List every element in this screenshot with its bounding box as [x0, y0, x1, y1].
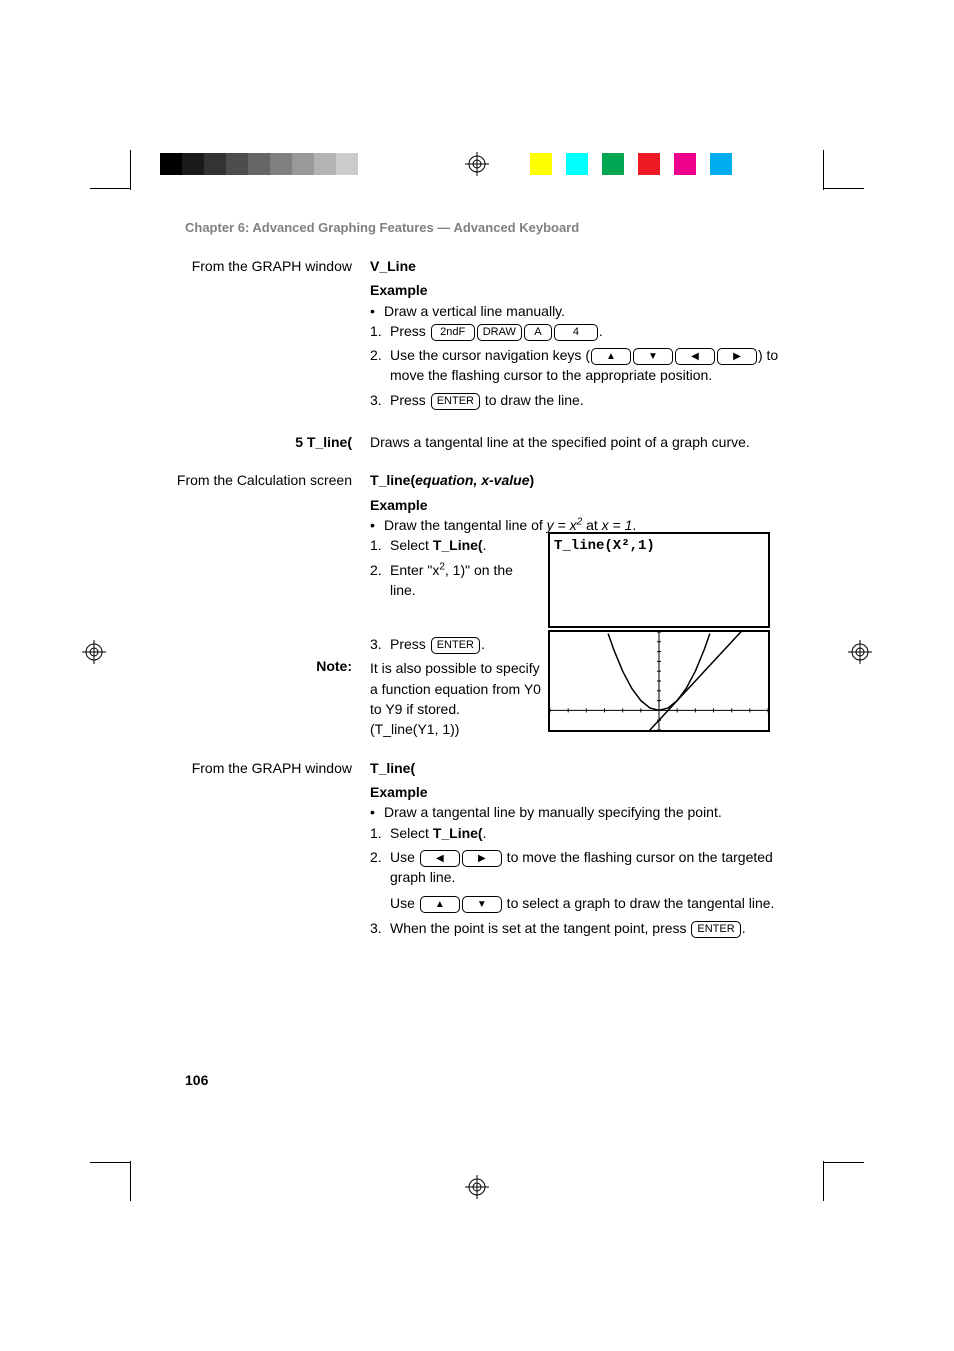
registration-mark-bottom [465, 1175, 489, 1199]
section-heading: T_line(equation, x-value) [370, 470, 780, 490]
registration-mark-left [82, 640, 106, 664]
example-label: Example [370, 495, 780, 515]
crop-mark [130, 1161, 131, 1201]
crop-mark [823, 150, 824, 190]
step-number: 3. [370, 390, 390, 410]
swatch [248, 153, 270, 175]
swatch [710, 153, 732, 175]
margin-label: Note: [170, 634, 370, 739]
key-up: ▲ [591, 348, 631, 365]
step-number: 1. [370, 823, 390, 843]
key-draw: DRAW [477, 324, 522, 341]
bullet: • [370, 802, 384, 822]
key-up: ▲ [420, 896, 460, 913]
swatch [182, 153, 204, 175]
key-enter: ENTER [691, 921, 740, 938]
margin-label: 5 T_line( [170, 432, 370, 452]
step-number: 1. [370, 321, 390, 341]
swatch [226, 153, 248, 175]
step-text: Select T_Line(. [390, 823, 486, 843]
swatch [566, 153, 588, 175]
key-left: ◀ [675, 348, 715, 365]
swatch [358, 153, 380, 175]
key-right: ▶ [717, 348, 757, 365]
note-text: It is also possible to specify a functio… [370, 658, 545, 719]
key-a: A [524, 324, 552, 341]
section-heading: V_Line [370, 256, 780, 276]
margin-label: From the Calculation screen [170, 470, 370, 604]
step-text: Use ◀▶ to move the flashing cursor on th… [390, 847, 780, 914]
step-number: 2. [370, 560, 390, 601]
step-number: 2. [370, 847, 390, 914]
crop-mark [90, 188, 130, 189]
swatch [638, 153, 660, 175]
crop-mark [823, 1161, 824, 1201]
step-text: Press 2ndFDRAWA4. [390, 321, 603, 341]
color-bar [530, 153, 746, 175]
swatch [314, 153, 336, 175]
swatch [160, 153, 182, 175]
step-text: When the point is set at the tangent poi… [390, 918, 746, 938]
swatch [204, 153, 226, 175]
bullet-text: Draw a vertical line manually. [384, 301, 565, 321]
example-label: Example [370, 782, 780, 802]
crop-mark [130, 150, 131, 190]
registration-mark-right [848, 640, 872, 664]
key-2ndf: 2ndF [431, 324, 475, 341]
bullet: • [370, 515, 384, 535]
key-down: ▼ [633, 348, 673, 365]
crop-mark [824, 188, 864, 189]
section-text: Draws a tangental line at the specified … [370, 432, 780, 452]
key-4: 4 [554, 324, 598, 341]
page-content: From the GRAPH window V_Line Example • D… [170, 256, 780, 946]
registration-mark-top [465, 152, 489, 176]
step-text: Use the cursor navigation keys (▲▼◀▶) to… [390, 345, 780, 386]
example-label: Example [370, 280, 780, 300]
step-number: 1. [370, 535, 390, 555]
key-enter: ENTER [431, 393, 480, 410]
step-number: 3. [370, 918, 390, 938]
step-text: Select T_Line(. [390, 535, 486, 555]
grayscale-bar [160, 153, 380, 175]
swatch [674, 153, 696, 175]
swatch [530, 153, 552, 175]
swatch [336, 153, 358, 175]
note-code: (T_line(Y1, 1)) [370, 719, 545, 739]
bullet-text: Draw a tangental line by manually specif… [384, 802, 722, 822]
swatch [602, 153, 624, 175]
step-text: Press ENTER. [390, 634, 485, 654]
key-left: ◀ [420, 850, 460, 867]
key-down: ▼ [462, 896, 502, 913]
margin-label: From the GRAPH window [170, 256, 370, 414]
key-right: ▶ [462, 850, 502, 867]
graph-screen [548, 630, 770, 732]
crop-mark [90, 1162, 130, 1163]
crop-mark [824, 1162, 864, 1163]
section-heading: T_line( [370, 758, 780, 778]
calculator-screen: T_line(X²,1) [548, 532, 770, 628]
step-number: 2. [370, 345, 390, 386]
swatch [270, 153, 292, 175]
margin-label: From the GRAPH window [170, 758, 370, 942]
key-enter: ENTER [431, 637, 480, 654]
chapter-title: Chapter 6: Advanced Graphing Features — … [185, 220, 579, 235]
page-number: 106 [185, 1072, 208, 1088]
step-text: Press ENTER to draw the line. [390, 390, 584, 410]
step-number: 3. [370, 634, 390, 654]
bullet: • [370, 301, 384, 321]
step-text: Enter "x2, 1)" on the line. [390, 560, 530, 601]
swatch [292, 153, 314, 175]
